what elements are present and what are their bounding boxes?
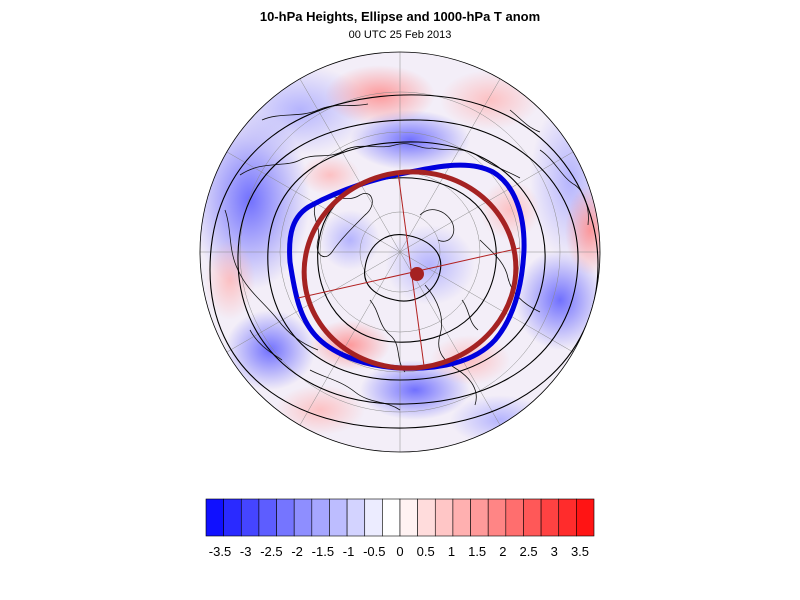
colorbar-box xyxy=(576,498,595,537)
colorbar-tick-label: 2.5 xyxy=(520,544,538,559)
colorbar-tick-label: -3 xyxy=(240,544,252,559)
colorbar-box xyxy=(399,498,418,537)
colorbar-box xyxy=(382,498,401,537)
colorbar-tick-label: -0.5 xyxy=(363,544,385,559)
polar-stereographic-map xyxy=(199,51,601,453)
colorbar-tick-label: 3 xyxy=(551,544,558,559)
colorbar-box xyxy=(258,498,277,537)
colorbar-tick-label: -2.5 xyxy=(260,544,282,559)
colorbar-box xyxy=(487,498,507,537)
colorbar-box xyxy=(558,498,577,537)
colorbar-tick-label: 2 xyxy=(499,544,506,559)
map-title: 10-hPa Heights, Ellipse and 1000-hPa T a… xyxy=(259,9,541,24)
colorbar-box xyxy=(329,498,348,537)
fitted-ellipse xyxy=(301,169,519,371)
colorbar-box xyxy=(505,498,524,537)
map-subtitle: 00 UTC 25 Feb 2013 xyxy=(348,29,452,41)
colorbar-box xyxy=(540,498,560,537)
colorbar-tick-label: 0 xyxy=(396,544,403,559)
colorbar-box xyxy=(470,498,489,537)
colorbar-labels: -3.5 -3 -2.5 -2 -1.5 -1 -0.5 0 0.5 1 1.5 2 2.5 3 3.5 xyxy=(209,544,589,559)
colorbar-tick-label: 0.5 xyxy=(417,544,435,559)
colorbar-box xyxy=(452,498,471,537)
map-border xyxy=(199,51,601,453)
colorbar-box xyxy=(240,498,260,537)
colorbar-tick-label: -2 xyxy=(291,544,303,559)
colorbar-tick-label: -1 xyxy=(343,544,355,559)
colorbar-box xyxy=(311,498,330,537)
colorbar-box xyxy=(434,498,454,537)
colorbar-box xyxy=(223,498,242,537)
vortex-edge-contour xyxy=(287,162,527,371)
colorbar-boxes xyxy=(205,498,595,537)
colorbar-tick-label: -1.5 xyxy=(312,544,334,559)
colorbar-tick-label: 3.5 xyxy=(571,544,589,559)
ellipse-axes xyxy=(297,171,521,367)
ellipse-centroid-marker xyxy=(410,267,424,281)
colorbar-box xyxy=(523,498,542,537)
colorbar-box xyxy=(364,498,383,537)
colorbar-box xyxy=(293,498,313,537)
coastlines xyxy=(224,103,589,411)
colorbar-box xyxy=(276,498,295,537)
colorbar-box xyxy=(417,498,436,537)
colorbar-box xyxy=(205,498,224,537)
colorbar-tick-label: 1 xyxy=(448,544,455,559)
colorbar-tick-label: -3.5 xyxy=(209,544,231,559)
colorbar-box xyxy=(346,498,366,537)
colorbar-tick-label: 1.5 xyxy=(468,544,486,559)
